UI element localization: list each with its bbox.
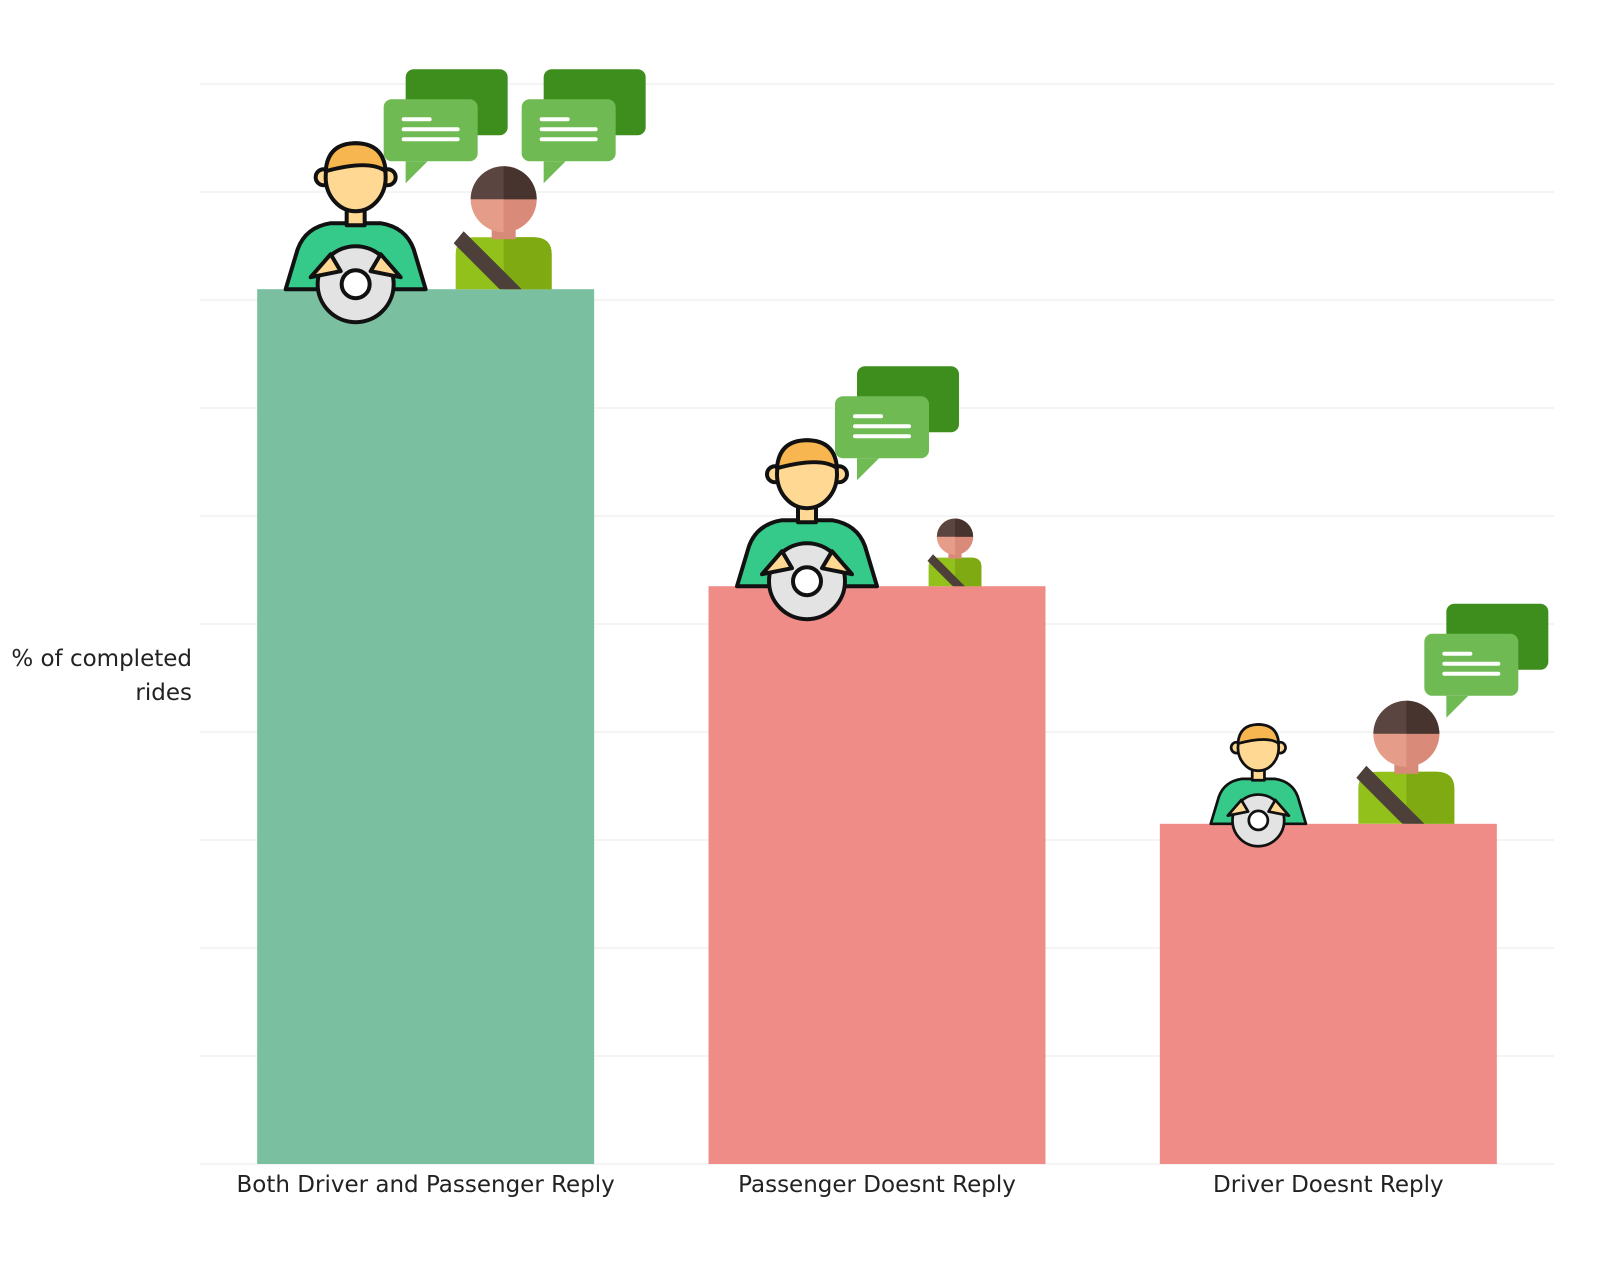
- seatbelt-passenger-icon: [927, 518, 982, 587]
- category-label: Passenger Doesnt Reply: [738, 1172, 1016, 1198]
- y-axis-label-line: % of completed: [11, 646, 192, 672]
- y-axis-label-line: rides: [135, 680, 192, 706]
- bar: [257, 289, 595, 1164]
- speech-bubble-icon: [1424, 603, 1549, 718]
- icons: [283, 69, 1549, 848]
- bars: [257, 289, 1497, 1164]
- driver-at-wheel-icon: [735, 438, 879, 622]
- speech-bubble-icon: [835, 366, 959, 481]
- bar: [708, 586, 1046, 1164]
- driver-at-wheel-icon: [1209, 723, 1308, 848]
- seatbelt-passenger-icon: [1356, 700, 1455, 824]
- bar: [1159, 823, 1497, 1164]
- y-axis-label: % of completed rides: [0, 642, 192, 710]
- category-label: Driver Doesnt Reply: [1213, 1172, 1444, 1198]
- category-labels: Both Driver and Passenger Reply Passenger…: [237, 1172, 1444, 1198]
- speech-bubble-icon: [383, 69, 508, 184]
- category-label: Both Driver and Passenger Reply: [237, 1172, 615, 1198]
- driver-at-wheel-icon: [283, 141, 428, 325]
- speech-bubble-icon: [521, 69, 646, 184]
- seatbelt-passenger-icon: [453, 166, 552, 290]
